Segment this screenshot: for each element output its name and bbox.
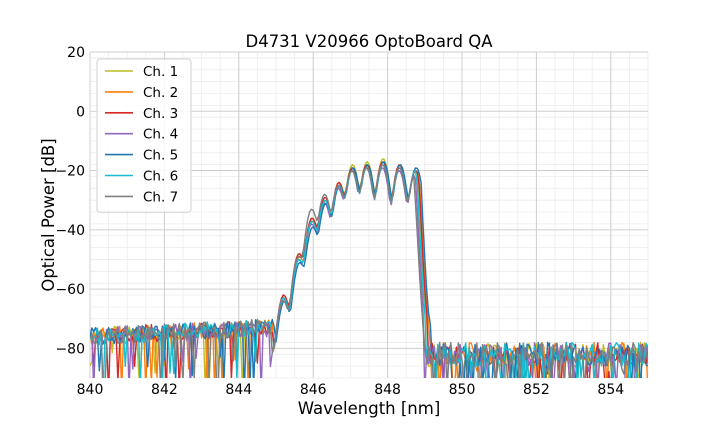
x-tick-label: 844 — [225, 382, 252, 398]
legend-label: Ch. 5 — [143, 148, 178, 164]
y-tick-label: −80 — [55, 341, 85, 357]
x-tick-label: 846 — [300, 382, 327, 398]
x-tick-label: 848 — [374, 382, 401, 398]
y-tick-label: 0 — [76, 104, 85, 120]
x-axis-label: Wavelength [nm] — [298, 399, 441, 418]
legend-label: Ch. 4 — [143, 127, 178, 143]
y-axis-label: Optical Power [dB] — [39, 138, 58, 291]
x-tick-label: 854 — [597, 382, 624, 398]
x-tick-label: 840 — [77, 382, 104, 398]
legend-label: Ch. 7 — [143, 189, 178, 205]
chart-title: D4731 V20966 OptoBoard QA — [245, 32, 493, 51]
x-tick-label: 852 — [523, 382, 550, 398]
y-tick-label: −20 — [55, 164, 85, 180]
y-tick-label: −60 — [55, 282, 85, 298]
legend: Ch. 1 Ch. 2 Ch. 3 Ch. 4 Ch. 5 Ch. 6 Ch. 7 — [97, 59, 191, 212]
legend-label: Ch. 1 — [143, 64, 178, 80]
x-tick-label: 850 — [449, 382, 476, 398]
x-tick-label: 842 — [151, 382, 178, 398]
legend-label: Ch. 6 — [143, 169, 178, 185]
y-tick-label: 20 — [67, 45, 85, 61]
legend-label: Ch. 3 — [143, 106, 178, 122]
y-tick-label: −40 — [55, 223, 85, 239]
legend-label: Ch. 2 — [143, 85, 178, 101]
